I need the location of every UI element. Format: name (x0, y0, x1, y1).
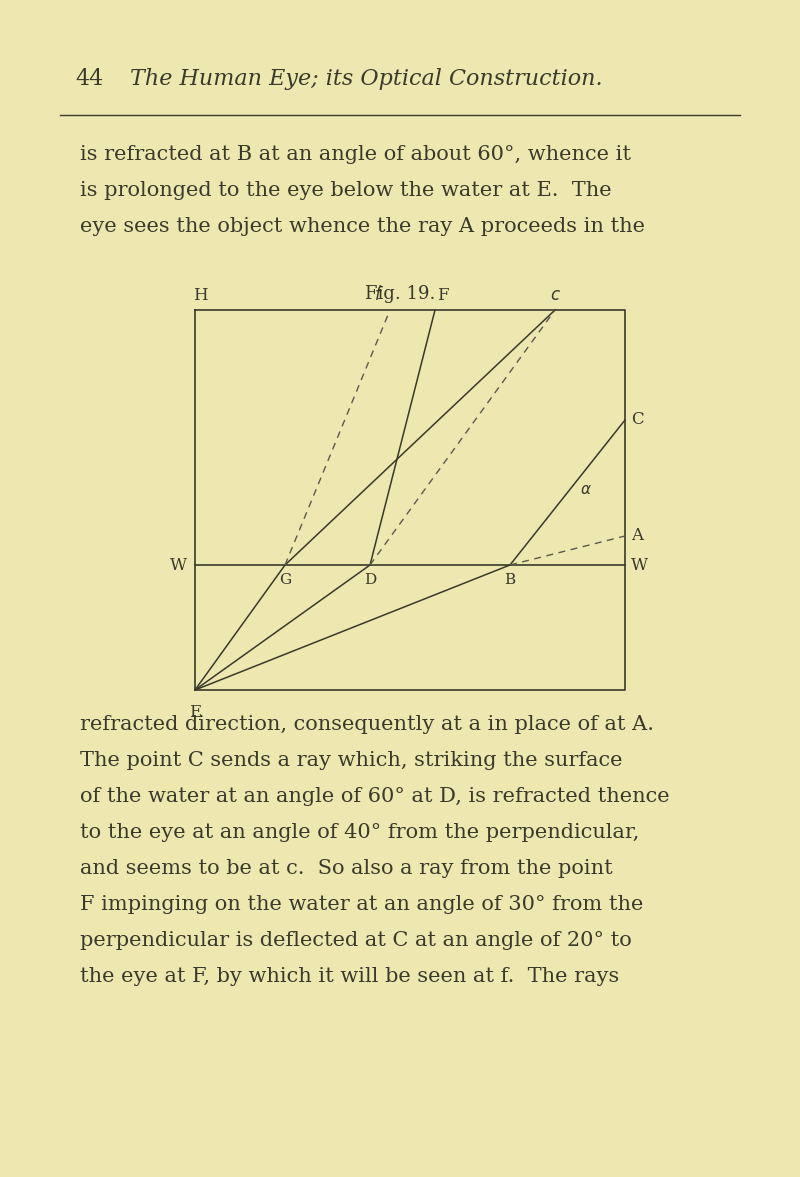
Text: of the water at an angle of 60° at D, is refracted thence: of the water at an angle of 60° at D, is… (80, 787, 670, 806)
Text: C: C (631, 412, 644, 428)
Text: The point C sends a ray which, striking the surface: The point C sends a ray which, striking … (80, 751, 622, 770)
Text: B: B (505, 573, 515, 587)
Text: and seems to be at c.  So also a ray from the point: and seems to be at c. So also a ray from… (80, 859, 613, 878)
Text: $c$: $c$ (550, 287, 561, 304)
Text: W: W (170, 557, 187, 573)
Text: $\alpha$: $\alpha$ (580, 483, 592, 497)
Text: Fig. 19.: Fig. 19. (365, 285, 435, 302)
Text: D: D (364, 573, 376, 587)
Text: eye sees the object whence the ray A proceeds in the: eye sees the object whence the ray A pro… (80, 217, 645, 237)
Text: perpendicular is deflected at C at an angle of 20° to: perpendicular is deflected at C at an an… (80, 931, 632, 950)
Text: A: A (631, 527, 643, 545)
Text: F impinging on the water at an angle of 30° from the: F impinging on the water at an angle of … (80, 895, 643, 915)
Text: H: H (193, 287, 208, 304)
Text: 44: 44 (75, 68, 103, 89)
Text: The Human Eye; its Optical Construction.: The Human Eye; its Optical Construction. (130, 68, 602, 89)
Text: is prolonged to the eye below the water at E.  The: is prolonged to the eye below the water … (80, 181, 612, 200)
Text: to the eye at an angle of 40° from the perpendicular,: to the eye at an angle of 40° from the p… (80, 823, 639, 842)
Text: refracted direction, consequently at a in place of at A.: refracted direction, consequently at a i… (80, 714, 654, 734)
Text: E: E (189, 704, 201, 722)
Text: G: G (279, 573, 291, 587)
Text: $f$: $f$ (374, 286, 384, 304)
Text: F: F (437, 287, 449, 304)
Text: the eye at F, by which it will be seen at f.  The rays: the eye at F, by which it will be seen a… (80, 967, 619, 986)
Text: is refracted at B at an angle of about 60°, whence it: is refracted at B at an angle of about 6… (80, 145, 631, 164)
Text: W: W (631, 557, 648, 573)
